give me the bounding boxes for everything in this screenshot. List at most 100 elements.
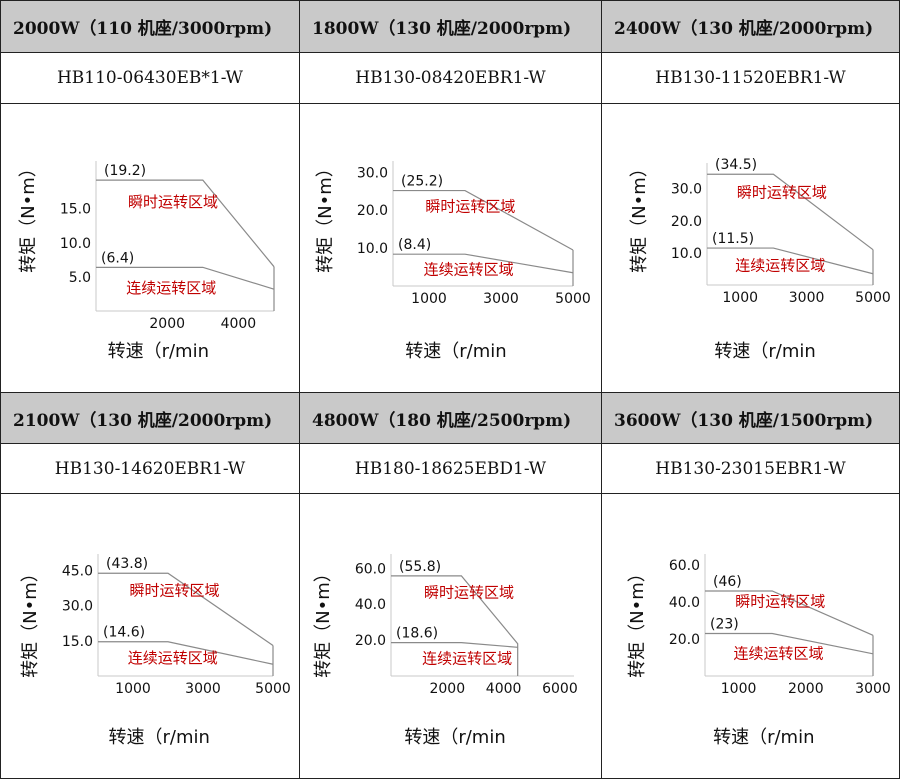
peak-torque-label: (19.2) — [104, 163, 146, 179]
chart-header: 2100W（130 机座/2000rpm) — [0, 392, 300, 444]
y-axis-label: 转矩（N•m） — [18, 159, 39, 273]
y-tick-label: 45.0 — [62, 563, 93, 579]
continuous-torque-label: (18.6) — [396, 626, 438, 642]
continuous-zone-label: 连续运转区域 — [424, 261, 514, 279]
y-axis-label: 转矩（N•m） — [315, 159, 336, 273]
chart-header: 1800W（130 机座/2000rpm) — [299, 0, 602, 53]
x-tick-label: 3000 — [185, 681, 221, 697]
torque-plot: 15.0 30.0 45.0 1000 3000 5000 (43.8) (14.6) 瞬时运转… — [0, 493, 300, 779]
y-tick-label: 40.0 — [355, 597, 386, 613]
y-tick-label: 10.0 — [671, 246, 702, 262]
y-tick-label: 10.0 — [357, 241, 388, 257]
y-tick-label: 20.0 — [671, 214, 702, 230]
peak-torque-line — [393, 189, 574, 251]
x-tick-label: 5000 — [555, 291, 591, 307]
x-axis-label: 转速（r/min — [108, 341, 209, 362]
torque-plot: 20.0 40.0 60.0 1000 2000 3000 (46) (23) 瞬时运转区域 连续… — [601, 493, 900, 779]
chart-header: 3600W（130 机座/1500rpm) — [601, 392, 900, 444]
torque-plot: 5.0 10.0 15.0 2000 4000 (19.2) (6.4) 瞬时运转区域 连续运转… — [0, 103, 300, 393]
model-number: HB130-23015EBR1-W — [601, 443, 900, 494]
peak-zone-label: 瞬时运转区域 — [737, 184, 827, 202]
y-tick-label: 15.0 — [62, 634, 93, 650]
x-tick-label: 1000 — [722, 290, 758, 306]
y-tick-label: 20.0 — [669, 632, 700, 648]
continuous-torque-label: (6.4) — [101, 250, 134, 266]
y-tick-label: 30.0 — [357, 165, 388, 181]
y-tick-label: 20.0 — [355, 633, 386, 649]
x-tick-label: 2000 — [429, 681, 465, 697]
torque-svg: 5.0 10.0 15.0 2000 4000 (19.2) (6.4) 瞬时运转区域连续运转… — [18, 159, 275, 362]
model-number: HB110-06430EB*1-W — [0, 52, 300, 104]
model-number: HB180-18625EBD1-W — [299, 443, 602, 494]
model-number: HB130-11520EBR1-W — [601, 52, 900, 104]
x-axis-label: 转速（r/min — [109, 727, 210, 748]
continuous-torque-label: (11.5) — [712, 231, 754, 247]
continuous-torque-line — [391, 642, 518, 648]
continuous-zone-label: 连续运转区域 — [734, 645, 824, 663]
continuous-torque-line — [98, 641, 274, 665]
x-tick-label: 1000 — [115, 681, 151, 697]
x-tick-label: 4000 — [221, 316, 257, 332]
x-tick-label: 3000 — [789, 290, 825, 306]
torque-svg: 15.0 30.0 45.0 1000 3000 5000 (43.8) (14.6) 瞬时运转… — [20, 554, 291, 748]
torque-svg: 20.0 40.0 60.0 1000 2000 3000 (46) (23) 瞬时运转区域连续… — [627, 554, 891, 748]
x-tick-label: 4000 — [486, 681, 522, 697]
continuous-zone-label: 连续运转区域 — [128, 649, 218, 667]
y-axis-label: 转矩（N•m） — [627, 564, 648, 678]
x-tick-label: 5000 — [255, 681, 291, 697]
peak-zone-label: 瞬时运转区域 — [128, 193, 218, 211]
x-tick-label: 2000 — [788, 681, 824, 697]
x-tick-label: 3000 — [855, 681, 891, 697]
torque-plot: 20.0 40.0 60.0 2000 4000 6000 (55.8) (18.6) 瞬时运转… — [299, 493, 602, 779]
y-axis-label: 转矩（N•m） — [20, 564, 41, 678]
torque-plot: 10.0 20.0 30.0 1000 3000 5000 (25.2) (8.4) 瞬时运转区… — [299, 103, 602, 393]
continuous-zone-label: 连续运转区域 — [422, 650, 512, 668]
peak-torque-label: (46) — [713, 574, 742, 590]
y-tick-label: 60.0 — [669, 558, 700, 574]
peak-torque-line — [705, 590, 874, 636]
peak-torque-line — [98, 572, 274, 646]
x-axis-label: 转速（r/min — [714, 341, 815, 362]
x-axis-label: 转速（r/min — [404, 727, 505, 748]
peak-torque-label: (55.8) — [399, 559, 441, 575]
y-tick-label: 20.0 — [357, 203, 388, 219]
peak-torque-line — [707, 173, 874, 251]
chart-header: 2000W（110 机座/3000rpm) — [0, 0, 300, 53]
chart-header: 4800W（180 机座/2500rpm) — [299, 392, 602, 444]
peak-torque-line — [391, 575, 519, 676]
y-tick-label: 10.0 — [60, 236, 91, 252]
peak-zone-label: 瞬时运转区域 — [130, 581, 220, 599]
x-tick-label: 5000 — [855, 290, 891, 306]
y-tick-label: 30.0 — [671, 182, 702, 198]
x-axis-label: 转速（r/min — [405, 341, 506, 362]
peak-torque-label: (25.2) — [401, 174, 443, 190]
continuous-zone-label: 连续运转区域 — [735, 257, 825, 275]
y-axis-label: 转矩（N•m） — [629, 159, 650, 273]
torque-plot: 10.0 20.0 30.0 1000 3000 5000 (34.5) (11.5) 瞬时运转… — [601, 103, 900, 393]
model-number: HB130-14620EBR1-W — [0, 443, 300, 494]
x-tick-label: 2000 — [149, 316, 185, 332]
continuous-torque-line — [705, 632, 874, 655]
y-tick-label: 40.0 — [669, 595, 700, 611]
x-tick-label: 1000 — [721, 681, 757, 697]
y-tick-label: 15.0 — [60, 202, 91, 218]
peak-torque-label: (34.5) — [715, 157, 757, 173]
continuous-zone-label: 连续运转区域 — [126, 279, 216, 297]
x-axis-label: 转速（r/min — [713, 727, 814, 748]
peak-torque-line — [96, 179, 275, 268]
peak-torque-label: (43.8) — [106, 556, 148, 572]
torque-svg: 10.0 20.0 30.0 1000 3000 5000 (25.2) (8.4) 瞬时运转区… — [315, 159, 591, 362]
continuous-torque-label: (14.6) — [103, 625, 145, 641]
x-tick-label: 1000 — [411, 291, 447, 307]
peak-zone-label: 瞬时运转区域 — [425, 197, 515, 215]
continuous-torque-label: (8.4) — [398, 237, 431, 253]
y-axis-label: 转矩（N•m） — [313, 564, 334, 678]
continuous-torque-line — [707, 247, 874, 275]
y-tick-label: 60.0 — [355, 561, 386, 577]
y-tick-label: 30.0 — [62, 599, 93, 615]
torque-svg: 20.0 40.0 60.0 2000 4000 6000 (55.8) (18.6) 瞬时运转… — [313, 554, 578, 748]
x-tick-label: 3000 — [483, 291, 519, 307]
x-tick-label: 6000 — [542, 681, 578, 697]
peak-zone-label: 瞬时运转区域 — [424, 584, 514, 602]
